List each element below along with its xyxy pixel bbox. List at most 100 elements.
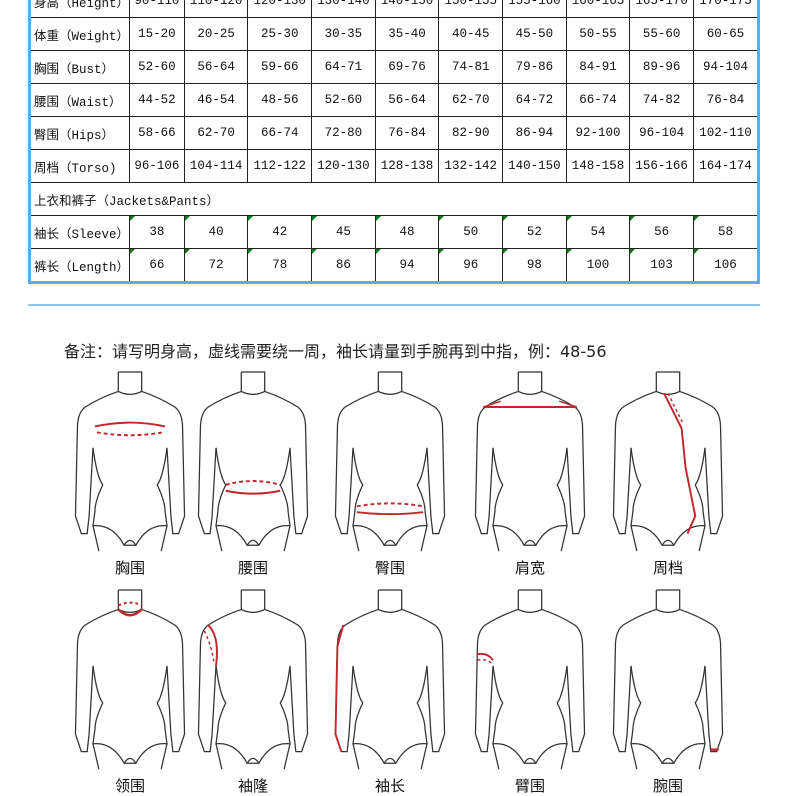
table-cell: 64-72	[502, 83, 567, 117]
row-label: 体重（Weight）	[28, 17, 131, 51]
body-diagram	[608, 588, 728, 773]
table-cell: 56	[629, 215, 694, 249]
table-cell: 56-64	[374, 83, 440, 117]
table-cell: 48-56	[247, 83, 313, 117]
table-cell: 78	[247, 248, 313, 283]
figure-label: 臀围	[374, 559, 405, 577]
measurement-figure: 周档	[608, 370, 728, 578]
measurement-line	[483, 400, 577, 408]
measurement-figure: 袖隆	[193, 588, 313, 796]
row-label: 腰围（Waist）	[28, 83, 131, 117]
table-cell: 165-170	[629, 0, 694, 18]
row-label: 身高（Height）	[28, 0, 131, 18]
measurement-figure: 胸围	[70, 370, 190, 578]
table-cell: 72	[183, 248, 249, 283]
body-diagram	[193, 370, 313, 555]
table-cell: 55-60	[629, 17, 694, 51]
table-cell: 66-74	[565, 83, 631, 117]
table-cell: 120-130	[247, 0, 313, 18]
figure-label: 腰围	[237, 559, 268, 577]
table-cell: 86-94	[502, 116, 567, 150]
table-cell: 76-84	[374, 116, 440, 150]
table-cell: 42	[247, 215, 313, 249]
table-cell: 30-35	[311, 17, 376, 51]
measurement-figure: 袖长	[330, 588, 450, 796]
figure-label: 胸围	[114, 559, 145, 577]
table-cell: 140-150	[502, 149, 567, 183]
table-cell: 38	[129, 215, 185, 249]
measurement-figure: 肩宽	[470, 370, 590, 578]
measurement-figure: 臀围	[330, 370, 450, 578]
table-cell: 50-55	[565, 17, 631, 51]
body-diagram	[330, 370, 450, 555]
table-cell: 106	[693, 248, 759, 283]
table-cell: 20-25	[183, 17, 249, 51]
body-diagram	[70, 588, 190, 773]
table-cell: 58	[693, 215, 759, 249]
body-diagram	[608, 370, 728, 555]
table-cell: 104-114	[183, 149, 249, 183]
table-cell: 79-86	[502, 50, 567, 84]
table-row: 胸围（Bust） 52-60 56-64 59-66 64-71 69-76 74-81 79…	[28, 50, 759, 84]
body-diagram	[193, 588, 313, 773]
table-cell: 84-91	[565, 50, 631, 84]
table-cell: 98	[502, 248, 567, 283]
table-cell: 100	[565, 248, 631, 283]
measurement-line	[477, 652, 494, 665]
measurement-figure: 臂围	[470, 588, 590, 796]
table-cell: 74-81	[438, 50, 504, 84]
table-cell: 150-155	[438, 0, 504, 18]
table-cell: 120-130	[311, 149, 376, 183]
measurement-line	[94, 421, 166, 437]
row-label: 胸围（Bust）	[28, 50, 131, 84]
table-cell: 45-50	[502, 17, 567, 51]
table-cell: 156-166	[629, 149, 694, 183]
table-cell: 112-122	[247, 149, 313, 183]
table-cell: 148-158	[565, 149, 631, 183]
table-cell: 15-20	[129, 17, 185, 51]
measurement-line	[225, 480, 281, 495]
table-cell: 45	[311, 215, 376, 249]
table-cell: 62-70	[183, 116, 249, 150]
measurement-note: 备注：请写明身高，虚线需要绕一周，袖长请量到手腕再到中指，例：48-56	[64, 342, 607, 361]
table-cell: 69-76	[374, 50, 440, 84]
table-cell: 44-52	[129, 83, 185, 117]
table-cell: 54	[565, 215, 631, 249]
table-row: 周档（Torso) 96-106 104-114 112-122 120-130 128-…	[28, 149, 759, 183]
figure-label: 周档	[652, 559, 683, 577]
table-cell: 160-165	[565, 0, 631, 18]
table-cell: 58-66	[129, 116, 185, 150]
table-cell: 72-80	[311, 116, 376, 150]
body-diagram	[334, 588, 450, 773]
table-cell: 40	[183, 215, 249, 249]
table-cell: 128-138	[374, 149, 440, 183]
figure-label: 袖长	[374, 777, 405, 795]
table-cell: 96-104	[629, 116, 694, 150]
table-cell: 155-160	[502, 0, 567, 18]
table-cell: 35-40	[374, 17, 440, 51]
table-row: 臀围（Hips） 58-66 62-70 66-74 72-80 76-84 82-90 86…	[28, 116, 759, 150]
table-cell: 140-150	[374, 0, 440, 18]
table-cell: 130-140	[311, 0, 376, 18]
table-cell: 62-70	[438, 83, 504, 117]
measurement-figure: 领围	[70, 588, 190, 796]
figure-label: 臂围	[514, 777, 545, 795]
body-diagram	[470, 588, 590, 773]
table-cell: 52-60	[129, 50, 185, 84]
table-cell: 76-84	[693, 83, 759, 117]
row-label: 袖长（Sleeve）	[28, 215, 131, 249]
table-cell: 89-96	[629, 50, 694, 84]
table-cell: 66	[129, 248, 185, 283]
row-label: 臀围（Hips）	[28, 116, 131, 150]
table-cell: 94	[374, 248, 440, 283]
table-cell: 86	[311, 248, 376, 283]
table-row: 裤长（Length） 66 72 78 86 94 96 98 100 103 106	[28, 248, 759, 283]
table-cell: 164-174	[693, 149, 759, 183]
table-cell: 110-120	[183, 0, 249, 18]
table-cell: 50	[438, 215, 504, 249]
measurement-line	[117, 601, 143, 617]
measurement-line	[356, 502, 424, 516]
divider	[28, 304, 760, 306]
table-row: 身高（Height） 90-110 110-120 120-130 130-140 140…	[28, 0, 759, 18]
measurement-figure: 腰围	[193, 370, 313, 578]
